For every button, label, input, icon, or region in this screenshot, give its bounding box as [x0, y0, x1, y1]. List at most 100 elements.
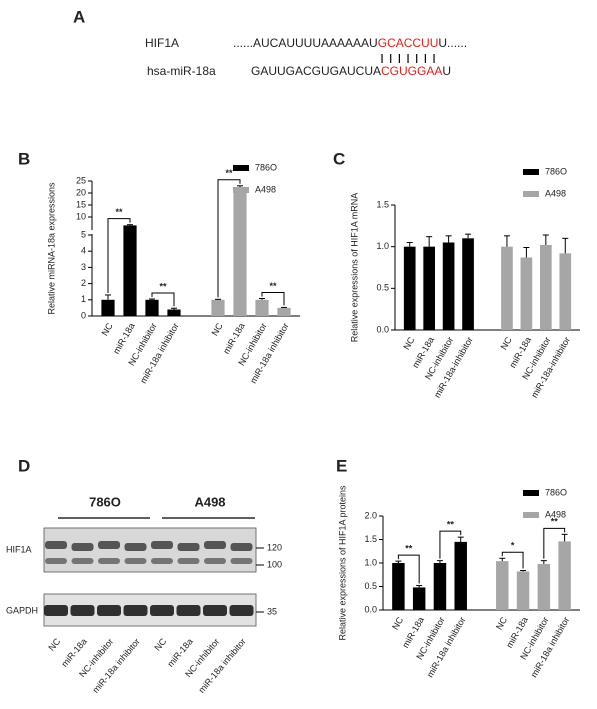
y-tick-label: 0	[81, 310, 86, 320]
band	[124, 558, 147, 564]
bar	[145, 299, 159, 316]
band	[176, 605, 201, 616]
y-tick-label: 1.0	[364, 557, 377, 567]
bar	[559, 253, 572, 330]
band	[124, 543, 147, 551]
x-tick-label: NC	[401, 335, 416, 352]
protein-label: HIF1A	[6, 544, 32, 554]
bar	[516, 571, 530, 610]
y-axis-label: Relative expressions of HIF1A mRNA	[349, 193, 359, 343]
band	[204, 558, 226, 564]
legend-swatch	[523, 191, 539, 197]
significance-bracket	[261, 292, 285, 306]
bar	[454, 541, 467, 610]
cell-line: A498	[194, 494, 225, 509]
marker-label: 120	[267, 542, 282, 552]
lane-label: miR-18a inhibitor	[196, 636, 247, 695]
y-axis-label: Relative expressions of HIF1A proteins	[337, 485, 347, 641]
bar	[540, 245, 552, 330]
y-tick-label: 10	[76, 211, 86, 221]
y-tick-label: 2.0	[364, 510, 377, 520]
bar	[558, 541, 571, 610]
bar	[412, 587, 426, 610]
legend-swatch	[523, 490, 539, 496]
significance-bracket	[151, 292, 175, 307]
marker-label: 35	[267, 606, 277, 616]
bar	[101, 299, 115, 316]
y-tick-label: 4	[81, 246, 86, 256]
bar	[501, 246, 513, 330]
band	[177, 543, 200, 551]
panel-label: E	[336, 456, 347, 475]
mirna-name: hsa-miR-18a	[147, 64, 216, 78]
band	[230, 558, 253, 564]
y-tick-label: 0.5	[376, 283, 389, 293]
significance-label: **	[551, 517, 559, 527]
band	[204, 541, 226, 549]
lane-label: NC	[46, 636, 62, 653]
panel-label: A	[73, 7, 85, 26]
significance-label: **	[447, 520, 455, 530]
panel-label: B	[18, 149, 30, 168]
legend-label: 786O	[255, 162, 277, 172]
bar	[496, 561, 509, 610]
y-tick-label: 1.5	[376, 199, 389, 209]
x-tick-label: NC	[100, 321, 115, 338]
bar	[433, 563, 447, 610]
y-tick-label: 0.0	[376, 324, 389, 334]
lane-label: NC	[152, 636, 168, 653]
band	[45, 558, 67, 564]
y-axis-label: Relative miRNA-18a expressions	[46, 182, 56, 315]
significance-bracket	[107, 218, 131, 293]
bar	[403, 246, 416, 330]
gene-name: HIF1A	[145, 36, 179, 50]
x-tick-label: NC	[390, 615, 405, 632]
axis-break	[88, 230, 96, 234]
significance-bracket	[217, 179, 241, 298]
x-tick-label: NC	[494, 615, 509, 632]
band	[203, 605, 227, 616]
gene-sequence: ......AUCAUUUUAAAAAAUGCACCUUU......	[233, 36, 467, 50]
band	[71, 543, 94, 551]
significance-label: **	[115, 207, 123, 217]
bar	[167, 309, 181, 316]
y-tick-label: 2	[81, 278, 86, 288]
bar	[392, 563, 405, 610]
significance-label: **	[269, 281, 277, 291]
band	[229, 605, 254, 616]
panel-label: D	[18, 456, 30, 475]
band	[44, 605, 68, 616]
legend-swatch	[523, 169, 539, 175]
bar	[123, 225, 137, 316]
bar	[462, 238, 474, 330]
x-tick-label: miR-18a inhibitor	[529, 615, 572, 679]
significance-label: *	[511, 541, 515, 551]
significance-bracket	[439, 530, 462, 559]
bar	[442, 242, 455, 330]
bar	[277, 307, 291, 316]
legend-swatch	[233, 187, 249, 193]
marker-label: 100	[267, 559, 282, 569]
legend-label: 786O	[545, 487, 567, 497]
y-tick-label: 1	[81, 294, 86, 304]
y-tick-label: 3	[81, 262, 86, 272]
significance-label: **	[225, 168, 233, 178]
significance-bracket	[397, 554, 420, 584]
lane-label: miR-18a inhibitor	[90, 636, 141, 695]
band	[177, 558, 200, 564]
western-blot: 786O A498HIF1AGAPDH12010035NCmiR-18aNC-in…	[6, 494, 282, 694]
bar	[211, 299, 225, 316]
bar	[233, 187, 247, 316]
cell-line: 786O	[89, 494, 121, 509]
base-pairs	[381, 54, 435, 63]
legend-label: A498	[255, 184, 276, 194]
legend-label: 786O	[545, 166, 567, 176]
band	[45, 541, 67, 549]
y-tick-label: 1.5	[364, 534, 377, 544]
mirna-sequence: GAUUGACGUGAUCUACGUGGAAU	[251, 64, 451, 78]
y-tick-label: 0.0	[364, 604, 377, 614]
band	[97, 605, 121, 616]
band	[230, 543, 253, 551]
bar	[520, 257, 533, 330]
